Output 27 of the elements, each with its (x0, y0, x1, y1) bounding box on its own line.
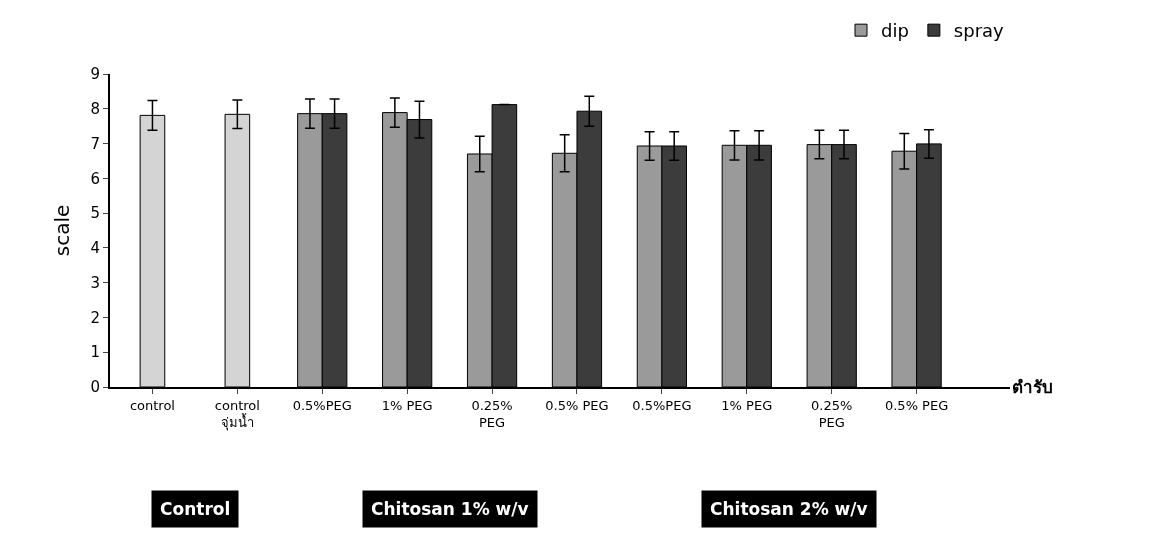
x-tick-label: 0.25% PEG (811, 397, 853, 430)
y-tick-label: 1 (90, 343, 100, 362)
x-tick-label: control จุ่มน้ำ (214, 397, 260, 431)
text: Chitosan 1% w/v (371, 499, 529, 519)
x-tick-label: 1% PEG (381, 397, 433, 413)
y-tick-label: 4 (90, 239, 100, 258)
y-tick-label: 0 (90, 378, 100, 397)
x-tick-label: 0.5% PEG (884, 397, 949, 413)
x-tick-label: 0.25% PEG (471, 397, 513, 430)
x-tick-label: 0.5% PEG (545, 397, 609, 413)
y-tick-label: 5 (90, 204, 100, 223)
y-axis-title: scale (50, 204, 75, 257)
y-tick-label: 3 (90, 273, 100, 292)
text: Chitosan 2% w/v (710, 499, 868, 519)
x-axis-title: ตำรับ (1012, 377, 1053, 397)
y-tick-label: 6 (90, 169, 100, 188)
x-tick-label: 1% PEG (721, 397, 773, 413)
text: Control (160, 499, 231, 519)
x-tick-label: 0.5%PEG (292, 397, 352, 413)
y-tick-label: 9 (90, 65, 100, 84)
legend-label: spray (953, 20, 1005, 42)
y-tick-label: 7 (90, 134, 100, 153)
y-tick-label: 2 (90, 308, 100, 327)
x-tick-label: 0.5%PEG (632, 397, 692, 413)
y-tick-label: 8 (90, 100, 100, 119)
x-tick-label: control (129, 397, 175, 413)
legend-label: dip (881, 20, 909, 42)
